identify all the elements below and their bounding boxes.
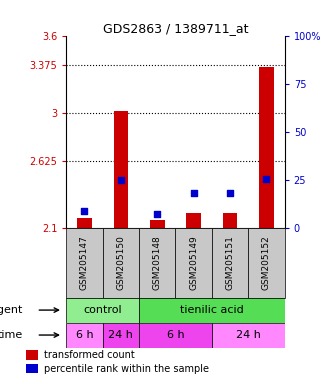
Bar [186, 213, 201, 228]
Text: agent: agent [0, 305, 23, 315]
Bar [175, 228, 212, 298]
Bar [223, 213, 237, 228]
Text: 6 h: 6 h [75, 330, 93, 340]
Text: GSM205150: GSM205150 [116, 236, 125, 290]
Bar [66, 298, 139, 323]
Bar [114, 111, 128, 228]
Text: control: control [83, 305, 122, 315]
Title: GDS2863 / 1389711_at: GDS2863 / 1389711_at [103, 22, 248, 35]
Text: GSM205152: GSM205152 [262, 236, 271, 290]
Bar [139, 323, 212, 348]
Text: GSM205151: GSM205151 [225, 236, 235, 290]
Bar [259, 67, 274, 228]
Point [264, 175, 269, 182]
Text: time: time [0, 330, 23, 340]
Text: percentile rank within the sample: percentile rank within the sample [44, 364, 209, 374]
Bar [248, 228, 285, 298]
Text: GSM205148: GSM205148 [153, 236, 162, 290]
Bar [103, 228, 139, 298]
Text: 6 h: 6 h [166, 330, 184, 340]
Bar [212, 323, 285, 348]
Bar [66, 323, 103, 348]
Text: 24 h: 24 h [236, 330, 261, 340]
Bar [77, 218, 92, 228]
Bar [26, 364, 38, 373]
Text: GSM205147: GSM205147 [80, 236, 89, 290]
Bar [139, 228, 175, 298]
Point [227, 190, 233, 196]
Bar [66, 228, 103, 298]
Point [82, 207, 87, 214]
Text: tienilic acid: tienilic acid [180, 305, 244, 315]
Point [191, 190, 196, 196]
Text: 24 h: 24 h [108, 330, 133, 340]
Bar [26, 350, 38, 359]
Bar [139, 298, 285, 323]
Point [155, 211, 160, 217]
Bar [103, 323, 139, 348]
Bar [212, 228, 248, 298]
Bar [150, 220, 165, 228]
Point [118, 177, 123, 183]
Text: transformed count: transformed count [44, 350, 135, 360]
Text: GSM205149: GSM205149 [189, 236, 198, 290]
